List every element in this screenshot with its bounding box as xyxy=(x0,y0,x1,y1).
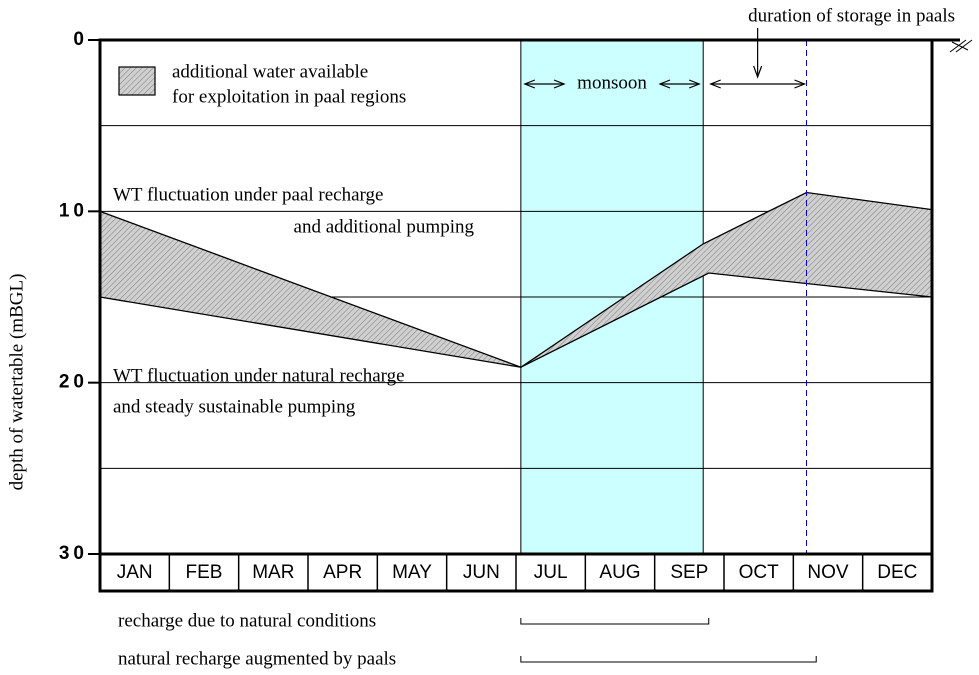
x-tick-label: OCT xyxy=(739,562,780,583)
shaded-area xyxy=(100,192,932,368)
x-tick-label: NOV xyxy=(807,562,849,583)
x-tick-label: MAR xyxy=(252,562,294,583)
x-tick-label: AUG xyxy=(599,562,640,583)
series-label: and additional pumping xyxy=(294,216,475,237)
y-tick-label: 0 xyxy=(73,29,88,50)
monsoon-arrow-head xyxy=(688,79,701,89)
series-line xyxy=(99,191,933,368)
x-tick-label: APR xyxy=(323,562,362,583)
monsoon-arrow-head xyxy=(523,79,536,89)
storage-label: duration of storage in paals xyxy=(748,5,955,26)
bracket xyxy=(520,618,710,625)
series-label: WT fluctuation under natural recharge xyxy=(113,365,405,386)
y-tick-label: 30 xyxy=(59,543,88,564)
series-label: WT fluctuation under paal recharge xyxy=(113,184,383,205)
y-axis-label: depth of watertable (mBGL) xyxy=(6,274,27,491)
storage-arrow-head xyxy=(709,79,721,89)
y-tick-label: 20 xyxy=(59,372,88,393)
x-tick-label: DEC xyxy=(877,562,917,583)
bracket-label: recharge due to natural conditions xyxy=(118,610,376,631)
monsoon-arrow-head xyxy=(553,79,566,89)
storage-pointer-head xyxy=(753,65,763,79)
bracket-label: natural recharge augmented by paals xyxy=(118,648,396,669)
series-line xyxy=(99,272,933,368)
x-tick-label: JAN xyxy=(117,562,153,583)
x-tick-label: FEB xyxy=(186,562,223,583)
x-tick-label: JUN xyxy=(463,562,500,583)
y-tick-label: 10 xyxy=(59,200,88,221)
x-tick-label: SEP xyxy=(670,562,708,583)
water-table-symbol xyxy=(949,39,973,53)
storage-arrow-head xyxy=(794,79,807,89)
legend-swatch xyxy=(118,66,156,96)
bracket xyxy=(520,656,817,663)
x-tick-label: JUL xyxy=(534,562,568,583)
monsoon-label: monsoon xyxy=(577,72,647,93)
legend-label: for exploitation in paal regions xyxy=(172,86,406,107)
legend-label: additional water available xyxy=(172,61,368,82)
monsoon-arrow-head xyxy=(658,79,671,89)
series-label: and steady sustainable pumping xyxy=(113,396,356,417)
x-tick-label: MAY xyxy=(392,562,432,583)
